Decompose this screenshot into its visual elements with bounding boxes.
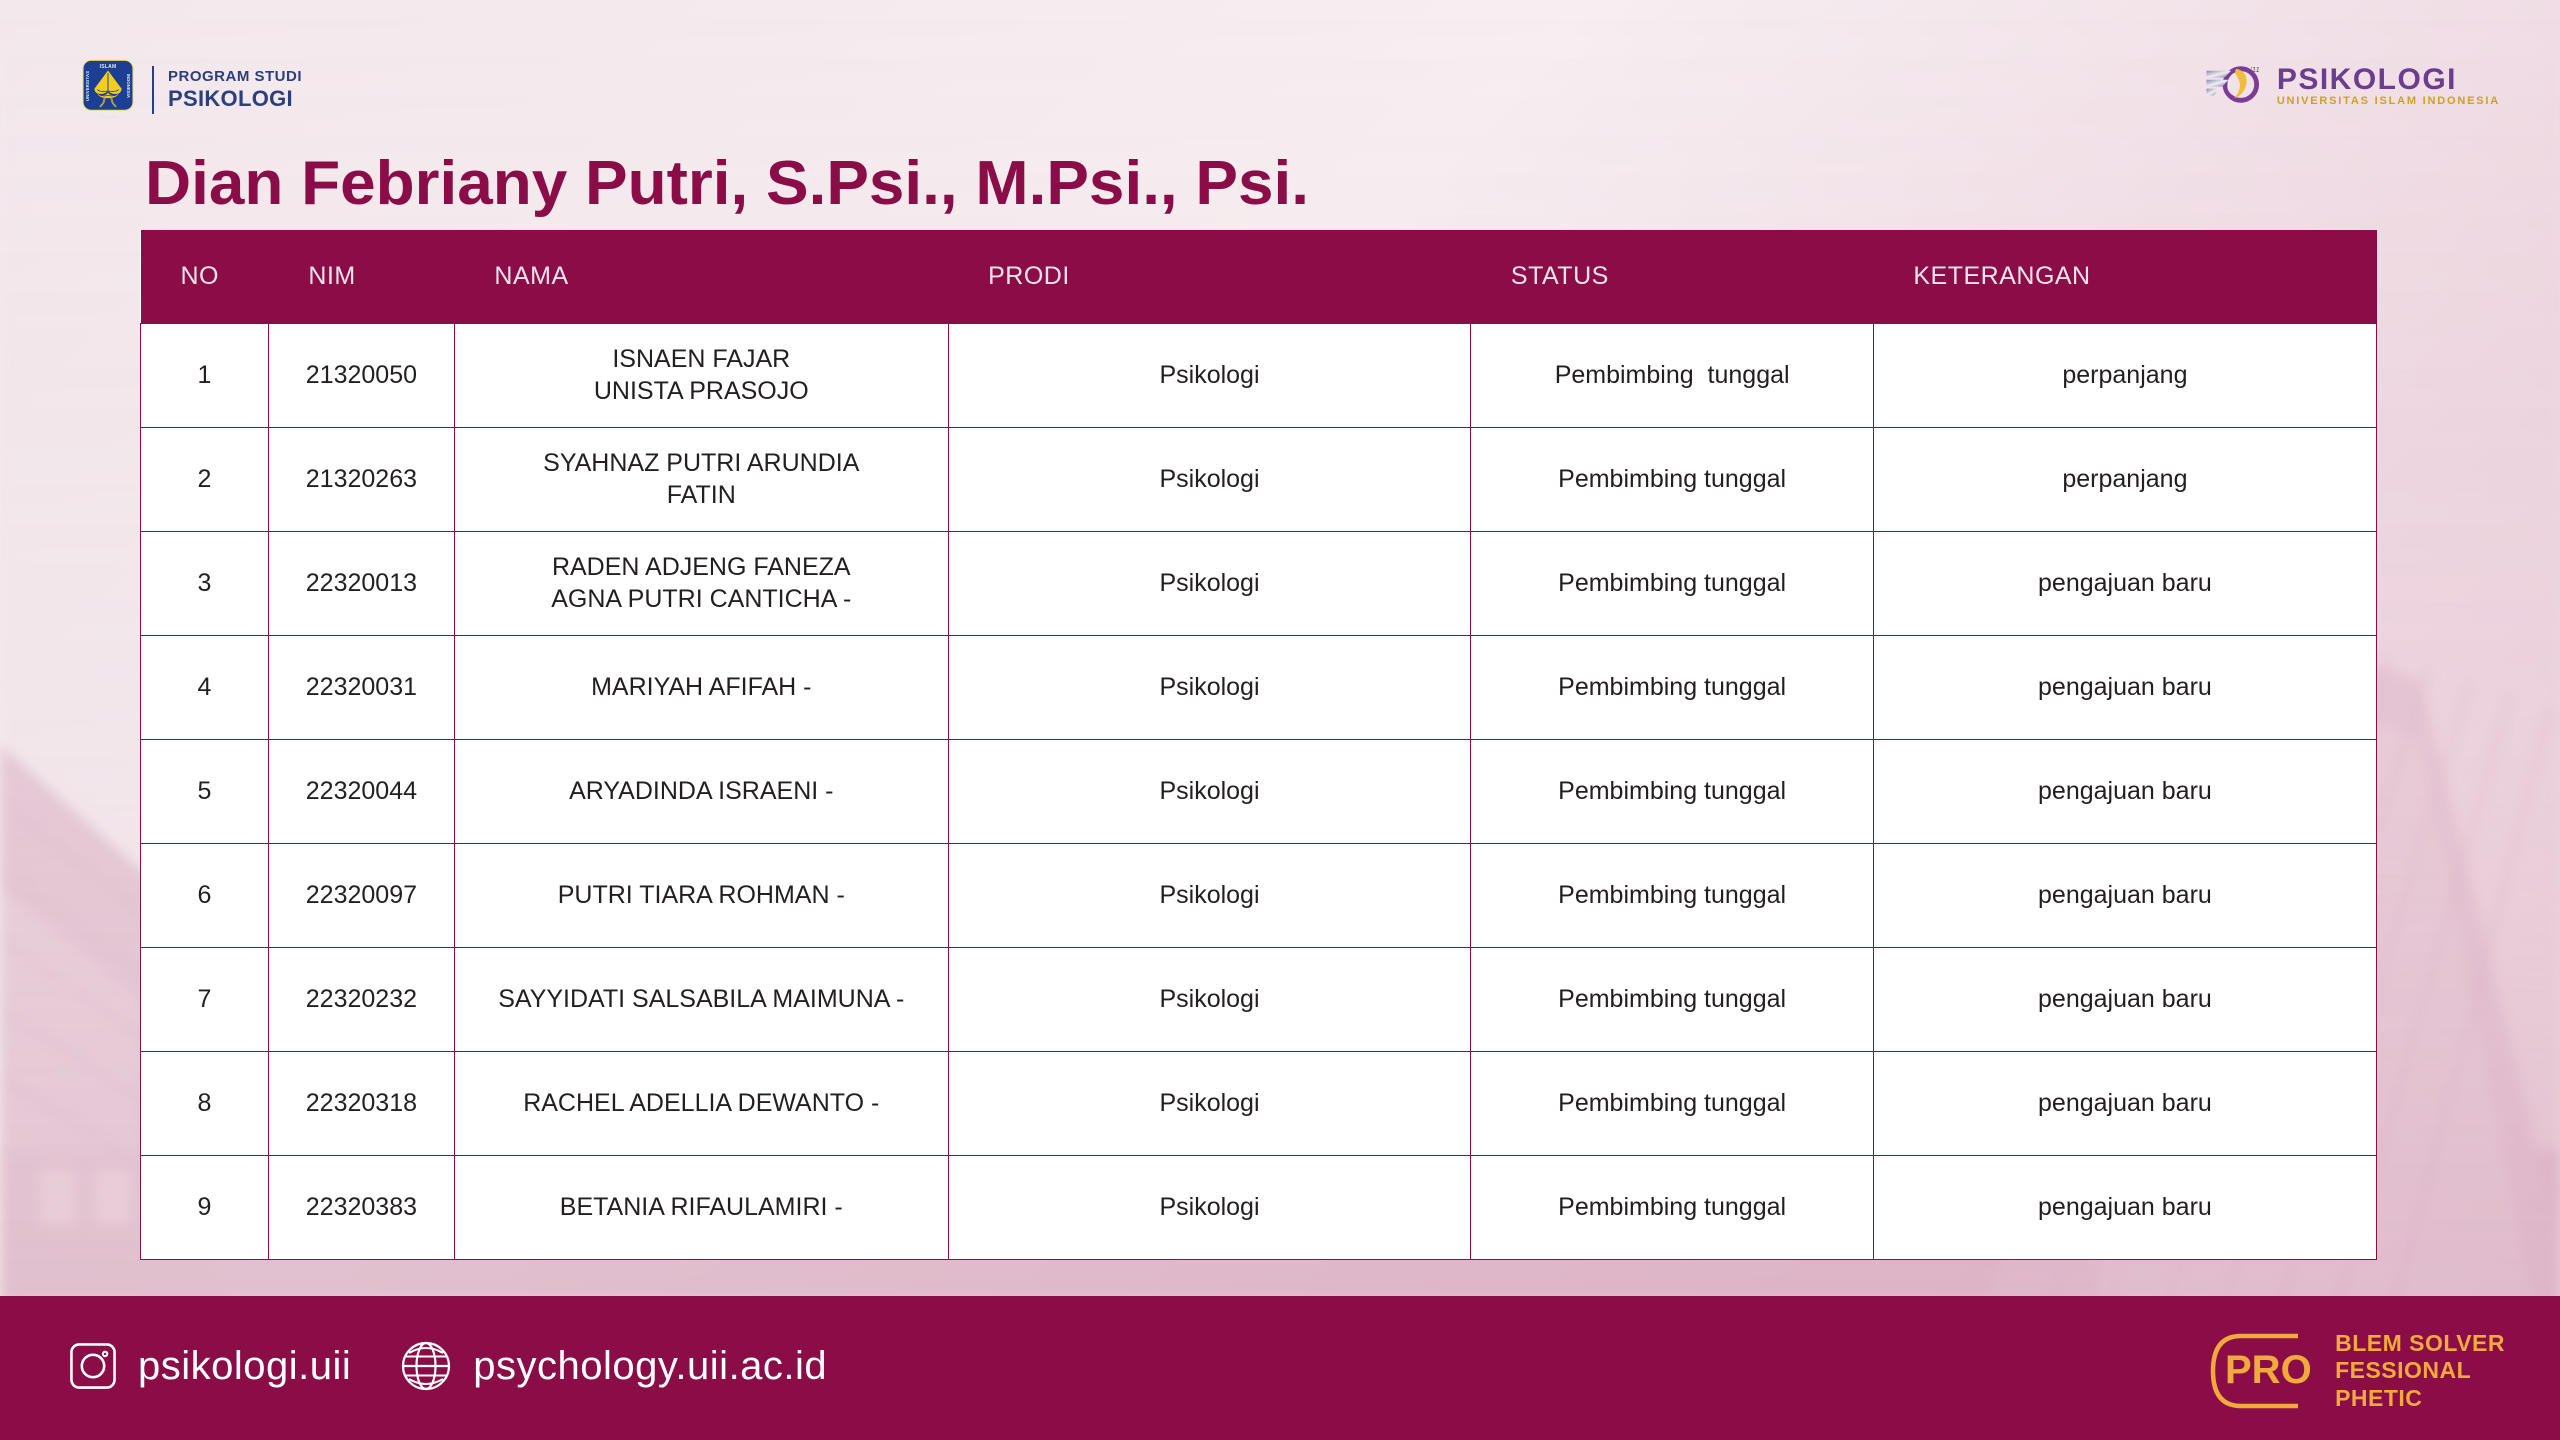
svg-text:PRO: PRO bbox=[2225, 1348, 2312, 1392]
svg-text:ISLAM: ISLAM bbox=[100, 64, 117, 70]
svg-text:UNIVERSITAS: UNIVERSITAS bbox=[85, 71, 90, 101]
svg-text:'11: '11 bbox=[2250, 65, 2259, 74]
svg-text:INDONESIA: INDONESIA bbox=[126, 74, 131, 98]
svg-text:سندیكا: سندیكا bbox=[100, 113, 117, 120]
